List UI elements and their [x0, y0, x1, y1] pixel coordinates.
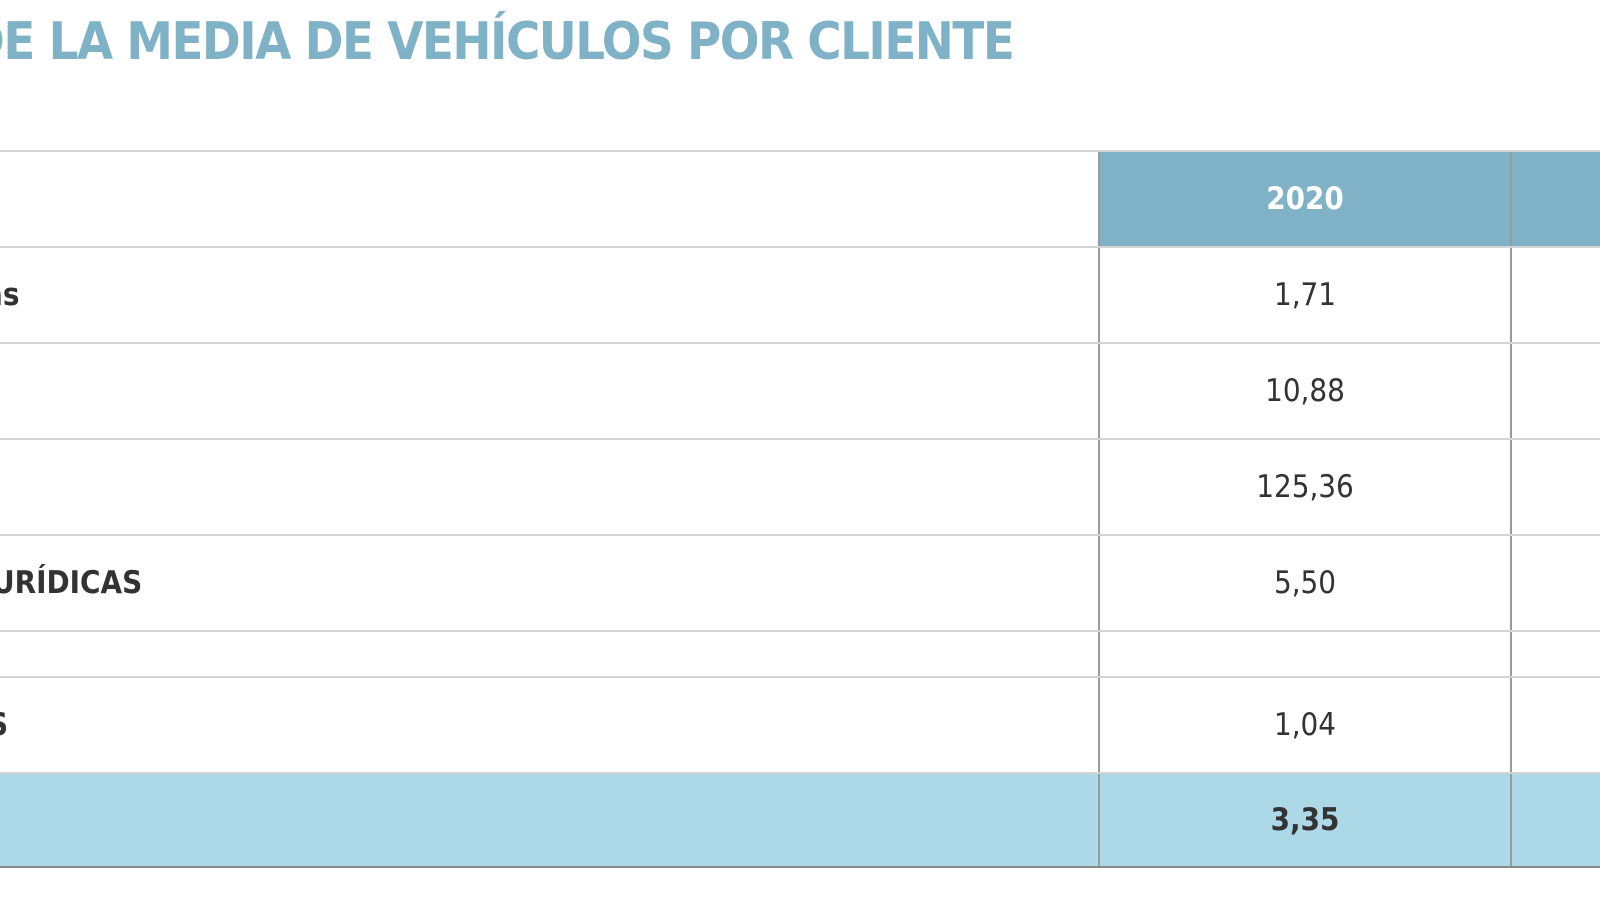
data-table: 2020 as 1,71 10,88 125,36 URÍDICAS 5,50 [0, 150, 1600, 868]
row-value-2020 [1098, 632, 1510, 676]
row-next-cell [1510, 248, 1600, 342]
row-label-text: URÍDICAS [0, 565, 143, 601]
row-value-2020: 5,50 [1098, 536, 1510, 630]
table-row: as 1,71 [0, 246, 1600, 342]
row-label: S [0, 678, 1098, 772]
row-next-cell [1510, 440, 1600, 534]
row-value-2020: 1,04 [1098, 678, 1510, 772]
row-value-2020: 1,71 [1098, 248, 1510, 342]
table-row: 10,88 [0, 342, 1600, 438]
table-row: S 1,04 [0, 676, 1600, 772]
row-next-cell [1510, 344, 1600, 438]
table-total-row: 3,35 [0, 772, 1600, 868]
row-next-cell [1510, 536, 1600, 630]
row-label-text: as [0, 277, 20, 313]
row-label: as [0, 248, 1098, 342]
row-label [0, 344, 1098, 438]
total-label-cell [0, 774, 1098, 866]
row-value-2020: 125,36 [1098, 440, 1510, 534]
row-label [0, 632, 1098, 676]
row-next-cell [1510, 678, 1600, 772]
table-row: 125,36 [0, 438, 1600, 534]
row-label: URÍDICAS [0, 536, 1098, 630]
row-next-cell [1510, 632, 1600, 676]
header-label-cell [0, 152, 1098, 246]
row-label [0, 440, 1098, 534]
row-value-2020: 10,88 [1098, 344, 1510, 438]
table-title: DE LA MEDIA DE VEHÍCULOS POR CLIENTE [0, 12, 1015, 72]
table-header-row: 2020 [0, 150, 1600, 246]
table-row-spacer [0, 630, 1600, 676]
table-row: URÍDICAS 5,50 [0, 534, 1600, 630]
header-year-2020: 2020 [1098, 152, 1510, 246]
row-label-text: S [0, 707, 8, 743]
header-next-year-cell [1510, 152, 1600, 246]
total-value-2020: 3,35 [1098, 774, 1510, 866]
total-next-cell [1510, 774, 1600, 866]
